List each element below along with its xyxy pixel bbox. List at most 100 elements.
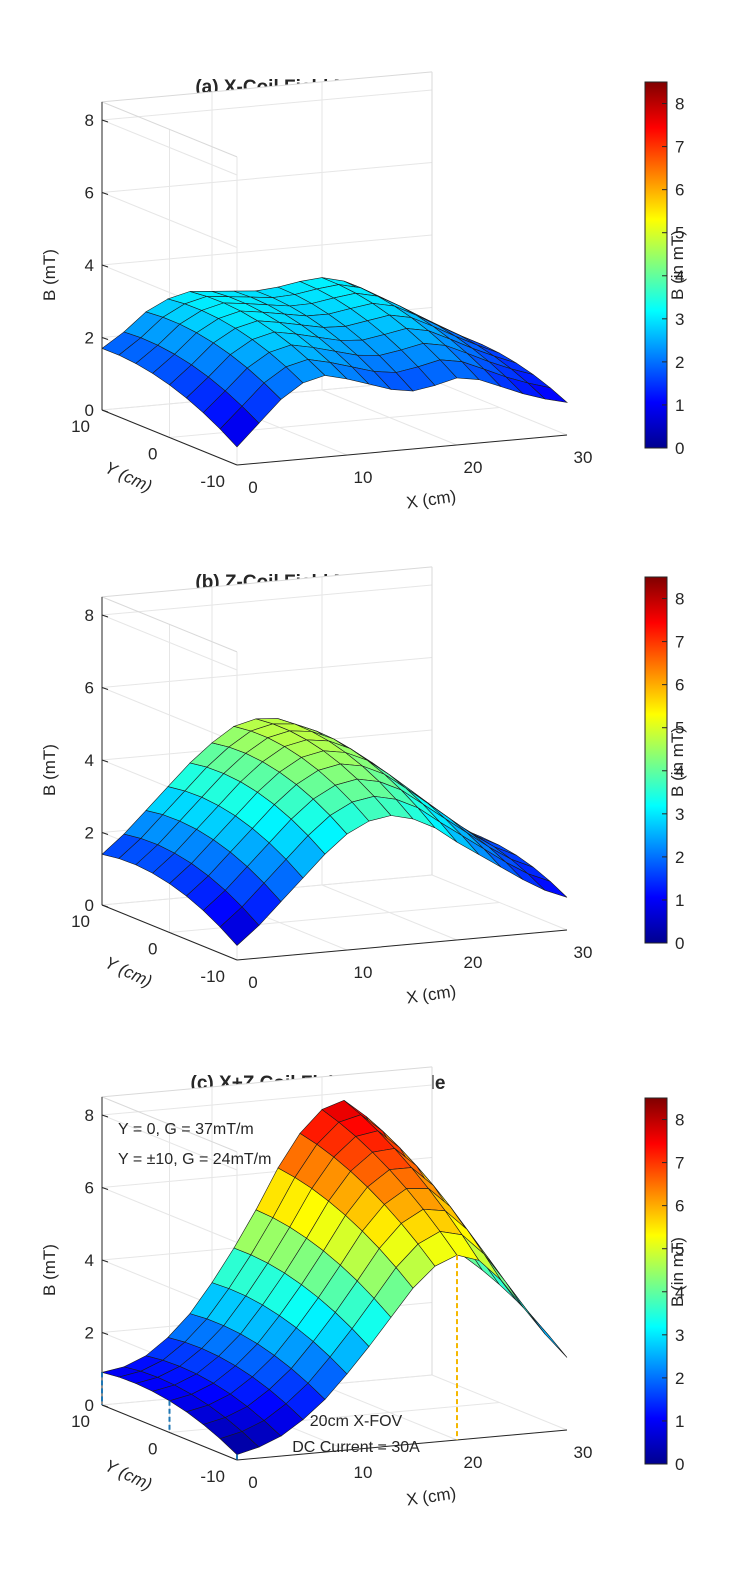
colorbar-tick-label: 3 — [675, 1326, 684, 1345]
y-tick-label: 10 — [71, 1412, 90, 1431]
z-tick — [101, 1259, 109, 1263]
x-tick-label: 10 — [354, 468, 373, 487]
colorbar-tick-label: 0 — [675, 1455, 684, 1474]
colorbar-tick-label: 0 — [675, 439, 684, 458]
y-tick-label: 0 — [148, 940, 157, 959]
colorbar-tick-label: 1 — [675, 396, 684, 415]
panel-c: (c) X+Z Coil Field Magnitude 02468100-10… — [40, 1066, 687, 1509]
colorbar-tick-label: 5 — [675, 224, 684, 243]
x-tick-label: 30 — [574, 448, 593, 467]
z-tick-label: 6 — [85, 679, 94, 698]
z-tick-label: 6 — [85, 1179, 94, 1198]
x-axis-line — [236, 434, 568, 466]
y-tick-label: -10 — [200, 1467, 225, 1486]
z-tick-label: 2 — [85, 824, 94, 843]
colorbar-tick-label: 1 — [675, 891, 684, 910]
z-tick-label: 8 — [85, 606, 94, 625]
box-edge — [101, 566, 433, 598]
y-tick-label: -10 — [200, 967, 225, 986]
panel-a-colorbar: 0 1 2 3 4 5 6 7 8 — [644, 81, 684, 458]
z-tick — [101, 1404, 109, 1408]
z-tick-label: 4 — [85, 1251, 94, 1270]
colorbar-tick-label: 8 — [675, 590, 684, 609]
colorbar-tick-label: 8 — [675, 95, 684, 114]
surface-patch — [483, 1253, 524, 1308]
panel-a-grid — [101, 71, 568, 466]
x-tick-label: 30 — [574, 1443, 593, 1462]
y-tick-label: 0 — [148, 1440, 157, 1459]
panel-c-y-axis-label: Y (cm) — [102, 1456, 155, 1494]
colorbar-tick-label: 1 — [675, 1412, 684, 1431]
box-edge — [101, 71, 433, 103]
colorbar-tick-label: 2 — [675, 1369, 684, 1388]
z-tick-label: 8 — [85, 111, 94, 130]
box-edge — [101, 1096, 238, 1153]
z-tick — [101, 192, 109, 195]
y-tick-label: 10 — [71, 417, 90, 436]
y-axis-line — [101, 1404, 238, 1461]
x-tick-label: 10 — [354, 963, 373, 982]
panel-b-colorbar-label: B (in mT) — [668, 727, 687, 797]
z-tick-label: 4 — [85, 256, 94, 275]
colorbar-tick-label: 7 — [675, 138, 684, 157]
panel-c-markers — [101, 1255, 458, 1460]
panel-b-y-axis-label: Y (cm) — [102, 953, 155, 991]
panel-c-z-axis-label: B (mT) — [40, 1244, 59, 1296]
x-tick-label: 0 — [248, 478, 257, 497]
colorbar-tick-label: 4 — [675, 762, 684, 781]
panel-c-annotation-gradient-center: Y = 0, G = 37mT/m — [118, 1121, 254, 1138]
panel-a-colorbar-label: B (in mT) — [668, 230, 687, 300]
colorbar-tick-label: 6 — [675, 181, 684, 200]
z-tick — [101, 1332, 109, 1335]
y-tick-label: 10 — [71, 912, 90, 931]
z-tick-label: 0 — [85, 401, 94, 420]
z-tick-label: 6 — [85, 184, 94, 203]
colorbar-tick-label: 8 — [675, 1111, 684, 1130]
panel-c-annotation-current: DC Current = 30A — [292, 1439, 420, 1456]
panel-a-surface — [101, 277, 568, 448]
panel-a: (a) X-Coil Field Magnitude 02468100-1001… — [40, 71, 687, 513]
x-tick-label: 20 — [464, 458, 483, 477]
panel-b-z-axis-label: B (mT) — [40, 744, 59, 796]
z-tick-label: 2 — [85, 1324, 94, 1343]
panel-b: (b) Z-Coil Field Magnitude 02468100-1001… — [40, 566, 687, 1008]
z-tick — [101, 119, 109, 123]
colorbar-gradient — [644, 576, 668, 944]
x-tick-label: 10 — [354, 1463, 373, 1482]
z-tick-label: 0 — [85, 1396, 94, 1415]
colorbar-tick-label: 6 — [675, 676, 684, 695]
z-tick-label: 8 — [85, 1106, 94, 1125]
z-tick — [101, 759, 109, 763]
x-tick-label: 30 — [574, 943, 593, 962]
x-axis-line — [236, 1429, 568, 1461]
z-tick — [101, 904, 109, 908]
x-axis-line — [236, 929, 568, 961]
z-tick — [101, 337, 109, 340]
panel-b-colorbar: 0 1 2 3 4 5 6 7 8 — [644, 576, 684, 953]
colorbar-tick-label: 4 — [675, 267, 684, 286]
panel-c-colorbar-label: B (in mT) — [668, 1237, 687, 1307]
colorbar-tick-label: 3 — [675, 310, 684, 329]
y-axis-line — [101, 409, 238, 466]
z-tick — [101, 614, 109, 618]
box-edge — [101, 1066, 433, 1098]
z-tick — [101, 687, 109, 690]
colorbar-tick-label: 2 — [675, 848, 684, 867]
colorbar-tick-label: 6 — [675, 1197, 684, 1216]
x-gridline — [431, 566, 568, 931]
z-tick-label: 2 — [85, 329, 94, 348]
colorbar-tick-label: 5 — [675, 1240, 684, 1259]
colorbar-tick-label: 2 — [675, 353, 684, 372]
z-tick — [101, 409, 109, 413]
panel-c-colorbar: 0 1 2 3 4 5 6 7 8 — [644, 1097, 684, 1474]
panel-c-annotation-gradient-edge: Y = ±10, G = 24mT/m — [118, 1151, 271, 1168]
panel-a-z-axis-label: B (mT) — [40, 249, 59, 301]
box-edge — [101, 101, 238, 158]
z-tick — [101, 1187, 109, 1190]
colorbar-tick-label: 5 — [675, 719, 684, 738]
colorbar-gradient — [644, 81, 668, 449]
panel-b-x-axis-label: X (cm) — [405, 982, 457, 1008]
panel-a-x-axis-label: X (cm) — [405, 487, 457, 513]
